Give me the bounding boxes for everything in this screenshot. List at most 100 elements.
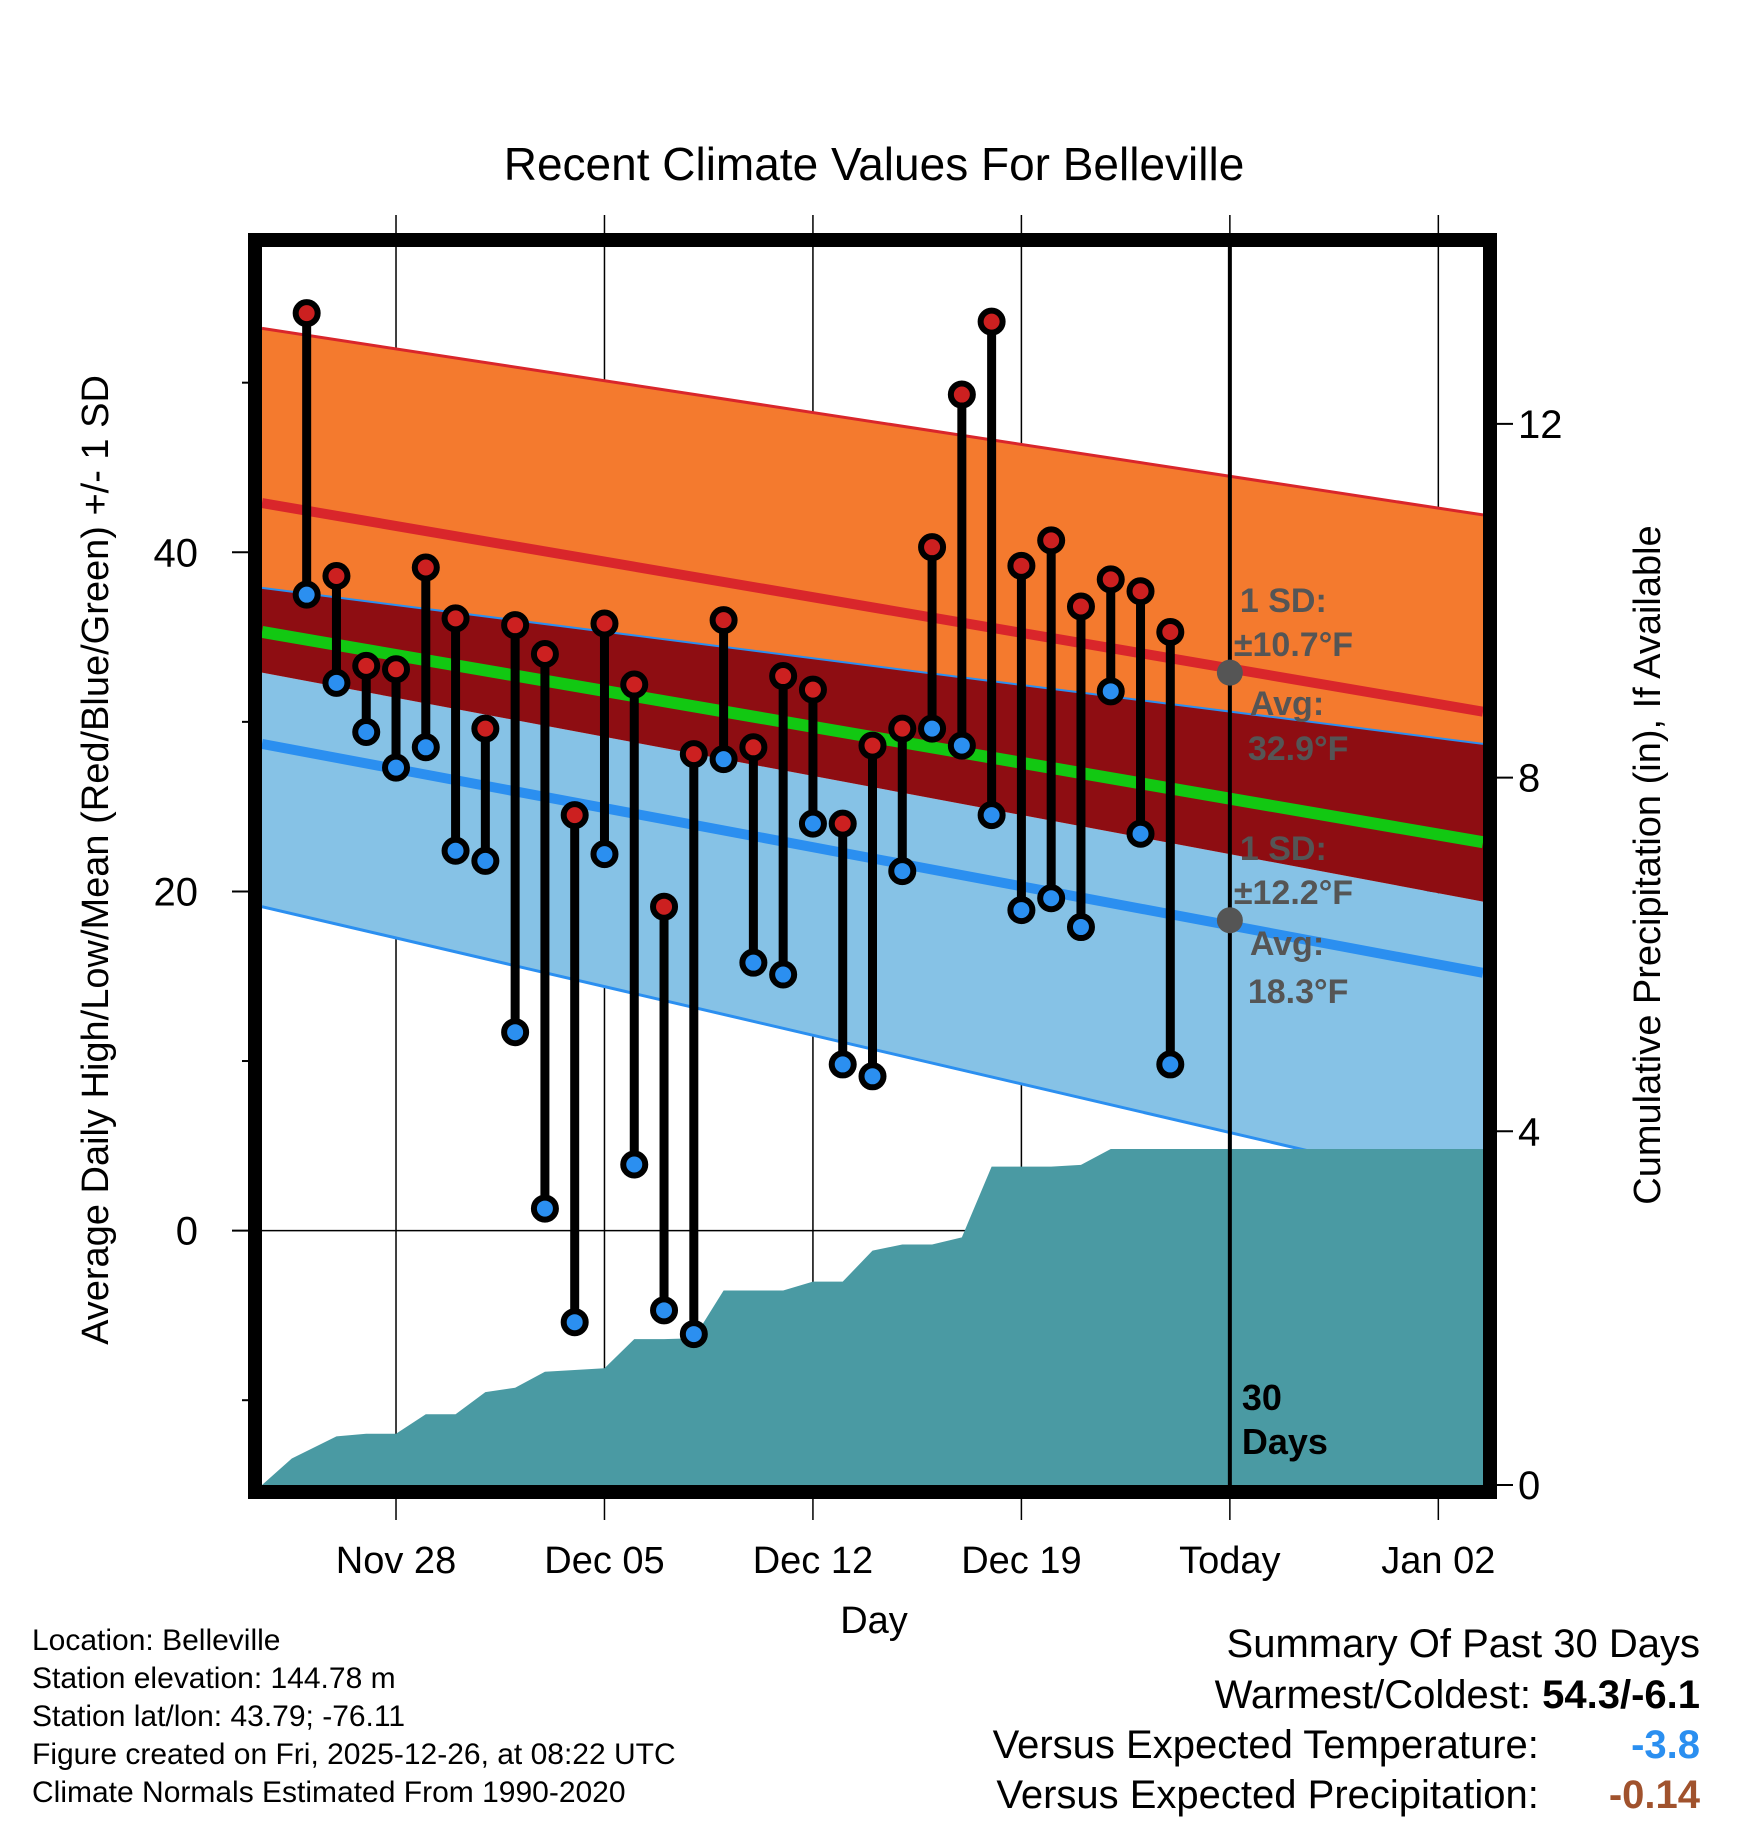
precip-tick-label: 0: [1518, 1464, 1540, 1508]
low-point: [530, 1194, 559, 1223]
low-avg-label: Avg:: [1250, 925, 1324, 963]
low-point: [709, 745, 738, 774]
high-avg-label: Avg:: [1250, 685, 1324, 723]
precip-fill: [262, 1148, 1483, 1485]
high-point: [650, 892, 679, 921]
daily-bars: [292, 299, 1185, 1349]
low-point: [918, 714, 947, 743]
high-sd-value: ±10.7°F: [1234, 626, 1353, 664]
low-avg-value: 18.3°F: [1248, 973, 1349, 1011]
high-point: [1126, 577, 1155, 606]
precip-label: Versus Expected Precipitation:: [996, 1773, 1539, 1817]
summary-row-precip: Versus Expected Precipitation: -0.14: [993, 1770, 1700, 1820]
high-point: [292, 299, 321, 328]
low-point: [888, 857, 917, 886]
high-point: [471, 714, 500, 743]
high-point: [679, 740, 708, 769]
high-sd-label: 1 SD:: [1240, 582, 1327, 620]
axes: 0 20 40 0 4 8 12 Nov 28 Dec 05 Dec 12 Dec 19 Today J…: [154, 381, 1563, 1582]
low-point: [1007, 896, 1036, 925]
low-point: [679, 1320, 708, 1349]
plot-frame: [248, 233, 1497, 1499]
high-avg-marker: [1216, 659, 1243, 686]
low-sd-label: 1 SD:: [1240, 830, 1327, 868]
x-tick-label: Dec 19: [961, 1540, 1081, 1582]
low-point: [828, 1050, 857, 1079]
x-tick-label: Dec 12: [753, 1540, 873, 1582]
high-mean-line: [262, 498, 1483, 717]
high-point: [1096, 565, 1125, 594]
summary-row-warmest: Warmest/Coldest: 54.3/-6.1: [993, 1670, 1700, 1720]
elevation-text: Station elevation: 144.78 m: [32, 1662, 396, 1695]
y-tick-label: 20: [154, 870, 199, 914]
low-point: [501, 1018, 530, 1047]
station-info: Location: Belleville Station elevation: …: [32, 1622, 676, 1812]
high-point: [620, 670, 649, 699]
high-point: [352, 651, 381, 680]
high-point: [501, 611, 530, 640]
low-point: [292, 580, 321, 609]
today-label: Days: [1242, 1421, 1328, 1462]
low-point: [411, 733, 440, 762]
location-text: Location: Belleville: [32, 1624, 281, 1657]
high-point: [441, 604, 470, 633]
low-point: [1156, 1050, 1185, 1079]
low-point: [620, 1150, 649, 1179]
today-label: 30: [1242, 1377, 1282, 1418]
x-tick-label: Dec 05: [544, 1540, 664, 1582]
latlon-text: Station lat/lon: 43.79; -76.11: [32, 1700, 406, 1733]
high-point: [828, 809, 857, 838]
low-point: [977, 801, 1006, 830]
high-point: [1156, 617, 1185, 646]
low-point: [590, 840, 619, 869]
low-point: [1066, 913, 1095, 942]
high-point: [918, 533, 947, 562]
high-point: [858, 731, 887, 760]
precip-area: [262, 1148, 1483, 1485]
high-point: [798, 675, 827, 704]
low-point: [560, 1308, 589, 1337]
high-point: [530, 640, 559, 669]
low-point: [1037, 884, 1066, 913]
created-text: Figure created on Fri, 2025-12-26, at 08…: [32, 1738, 676, 1771]
high-point: [590, 609, 619, 638]
annotations: 1 SD: ±10.7°F Avg: 32.9°F 1 SD: ±12.2°F Avg: 18…: [1216, 582, 1353, 1011]
warmest-value: 54.3/-6.1: [1542, 1673, 1700, 1717]
low-point: [798, 809, 827, 838]
y-tick-label: 40: [154, 531, 199, 575]
precip-tick-label: 8: [1518, 757, 1540, 801]
y-tick-label: 0: [176, 1210, 198, 1254]
low-point: [471, 846, 500, 875]
low-point: [739, 948, 768, 977]
x-tick-label: Nov 28: [336, 1540, 456, 1582]
temp-value: -3.8: [1631, 1723, 1700, 1767]
x-tick-label: Today: [1179, 1540, 1280, 1582]
low-point: [1096, 677, 1125, 706]
high-point: [709, 606, 738, 635]
low-sd-value: ±12.2°F: [1234, 874, 1353, 912]
high-point: [382, 655, 411, 684]
warmest-label: Warmest/Coldest:: [1214, 1673, 1531, 1717]
low-point: [769, 960, 798, 989]
high-point: [560, 801, 589, 830]
low-avg-marker: [1216, 907, 1243, 934]
y-axis-right-label: Cumulative Precipitation (in), If Availa…: [1627, 525, 1669, 1204]
x-axis-label: Day: [840, 1600, 908, 1642]
chart-title: Recent Climate Values For Belleville: [504, 138, 1245, 190]
high-point: [1037, 526, 1066, 555]
high-point: [739, 733, 768, 762]
high-point: [1066, 592, 1095, 621]
normals-text: Climate Normals Estimated From 1990-2020: [32, 1776, 626, 1809]
summary-title: Summary Of Past 30 Days: [1226, 1622, 1700, 1666]
high-point: [769, 662, 798, 691]
precip-tick-label: 12: [1518, 403, 1563, 447]
low-point: [441, 836, 470, 865]
high-point: [1007, 551, 1036, 580]
high-upper-line: [262, 326, 1483, 517]
high-point: [888, 714, 917, 743]
precip-value: -0.14: [1608, 1773, 1700, 1817]
y-axis-label: Average Daily High/Low/Mean (Red/Blue/Gr…: [75, 375, 117, 1345]
low-point: [947, 731, 976, 760]
